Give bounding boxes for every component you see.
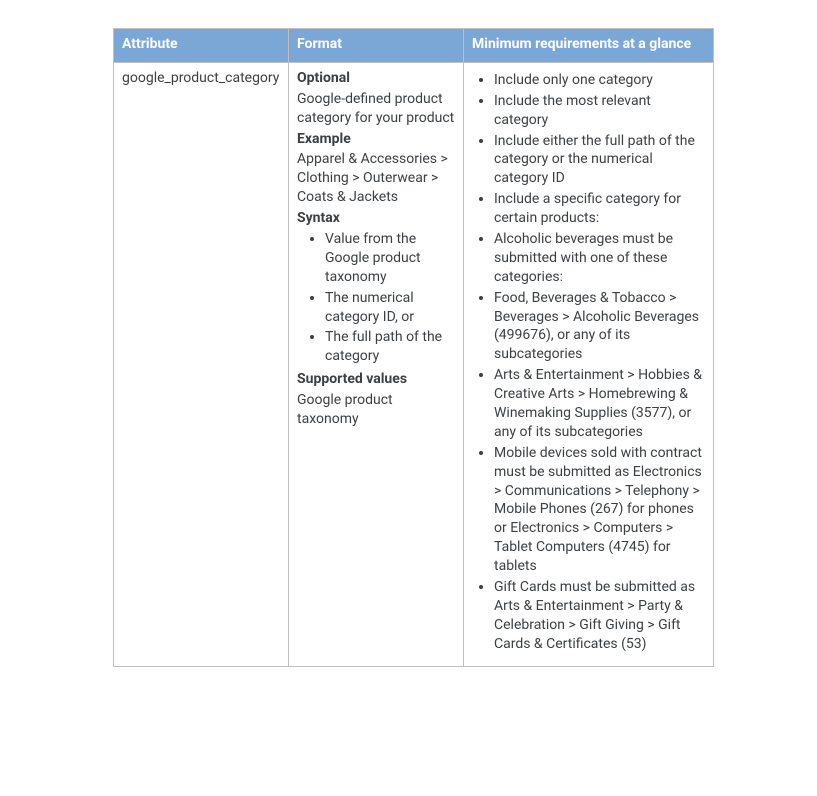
header-format: Format: [289, 29, 464, 63]
optional-label: Optional: [297, 69, 455, 88]
header-row: Attribute Format Minimum requirements at…: [114, 29, 714, 63]
cell-attribute: google_product_category: [114, 62, 289, 666]
list-item: Gift Cards must be submitted as Arts & E…: [494, 578, 705, 654]
supported-text: Google product taxonomy: [297, 391, 455, 429]
list-item: The numerical category ID, or: [325, 289, 455, 327]
list-item: Food, Beverages & Tobacco > Beverages > …: [494, 289, 705, 365]
spec-table: Attribute Format Minimum requirements at…: [113, 28, 714, 667]
list-item: Include only one category: [494, 71, 705, 90]
header-attribute: Attribute: [114, 29, 289, 63]
supported-label: Supported values: [297, 370, 455, 389]
list-item: Include the most relevant category: [494, 92, 705, 130]
cell-minreq: Include only one category Include the mo…: [464, 62, 714, 666]
header-minreq: Minimum requirements at a glance: [464, 29, 714, 63]
list-item: Include a specific category for certain …: [494, 190, 705, 228]
table-row: google_product_category Optional Google-…: [114, 62, 714, 666]
list-item: Value from the Google product taxonomy: [325, 230, 455, 287]
example-text: Apparel & Accessories > Clothing > Outer…: [297, 150, 455, 207]
list-item: The full path of the category: [325, 328, 455, 366]
list-item: Include either the full path of the cate…: [494, 132, 705, 189]
syntax-label: Syntax: [297, 209, 455, 228]
syntax-list: Value from the Google product taxonomy T…: [297, 230, 455, 366]
list-item: Arts & Entertainment > Hobbies & Creativ…: [494, 366, 705, 442]
example-label: Example: [297, 130, 455, 149]
list-item: Mobile devices sold with contract must b…: [494, 444, 705, 576]
cell-format: Optional Google-defined product category…: [289, 62, 464, 666]
optional-desc: Google-defined product category for your…: [297, 90, 455, 128]
list-item: Alcoholic beverages must be submitted wi…: [494, 230, 705, 287]
minreq-list: Include only one category Include the mo…: [472, 71, 705, 654]
